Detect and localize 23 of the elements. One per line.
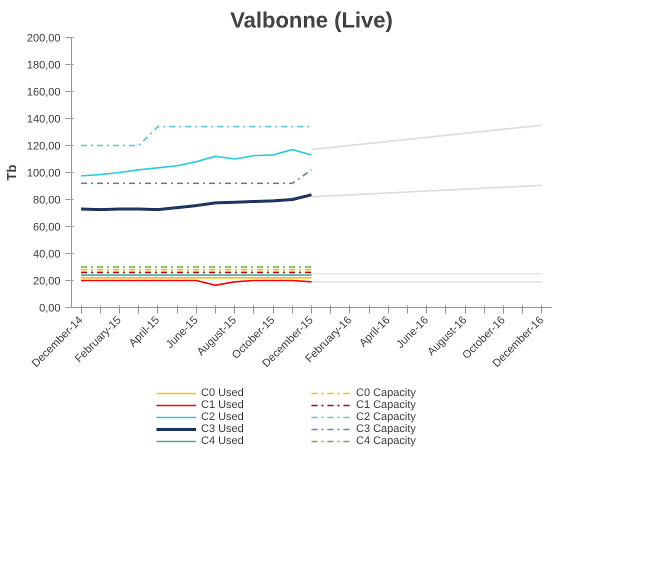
legend-label: C2 Used	[201, 411, 245, 423]
legend-label: C2 Capacity	[356, 411, 417, 423]
legend-label: C4 Capacity	[356, 435, 417, 447]
y-tick-label: 200,00	[26, 32, 61, 44]
y-tick-label: 160,00	[26, 86, 61, 98]
legend-label: C3 Used	[201, 423, 245, 435]
legend-label: C1 Used	[201, 399, 245, 411]
y-tick-label: 40,00	[32, 248, 61, 260]
chart-title: Valbonne (Live)	[230, 8, 393, 32]
legend-label: C0 Capacity	[356, 387, 417, 399]
y-tick-label: 80,00	[32, 194, 61, 206]
legend-label: C1 Capacity	[356, 399, 417, 411]
y-axis-title: Tb	[4, 164, 19, 180]
y-tick-label: 120,00	[26, 140, 61, 152]
legend-label: C4 Used	[201, 435, 245, 447]
y-tick-label: 20,00	[32, 276, 61, 288]
y-tick-label: 180,00	[26, 60, 61, 72]
legend-label: C3 Capacity	[356, 423, 417, 435]
y-tick-label: 0,00	[39, 302, 61, 314]
y-tick-label: 100,00	[26, 168, 61, 180]
legend-label: C0 Used	[201, 387, 245, 399]
y-tick-label: 60,00	[32, 222, 61, 234]
y-tick-label: 140,00	[26, 114, 61, 126]
